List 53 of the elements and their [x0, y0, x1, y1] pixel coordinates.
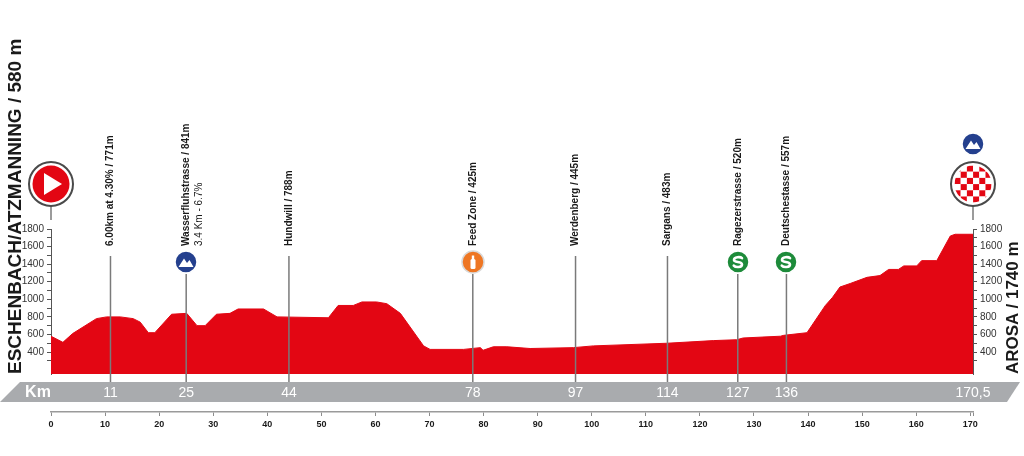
ref-line-label: Werdenberg / 445m: [569, 153, 581, 246]
y-tick-label: 1400: [21, 257, 45, 269]
y2-tick-label: 1000: [980, 293, 1003, 305]
y-tick-label: 600: [27, 328, 45, 340]
x-tick-label: 90: [532, 418, 543, 429]
y2-tick-label: 1200: [980, 275, 1003, 287]
y2-tick-label: 800: [980, 310, 998, 322]
x2-tick-label: 136: [774, 384, 799, 401]
x2-tick-label: 97: [567, 384, 584, 401]
y-tick-label: 1200: [21, 275, 45, 287]
y-tick-label: 1600: [21, 240, 45, 252]
y2-tick-label: 600: [980, 328, 998, 340]
x-tick-label: 60: [370, 418, 381, 429]
x-tick-label: 140: [800, 418, 816, 429]
x2-tick-label: 25: [178, 384, 195, 401]
x-tick-label: 120: [692, 418, 708, 429]
ref-line-label: Deutschestasse / 557m: [780, 135, 792, 246]
x2-tick-label: 170,5: [955, 384, 991, 401]
y-tick-label: 1000: [21, 293, 45, 305]
x-tick-label: 50: [316, 418, 327, 429]
y-tick-label: 1800: [21, 222, 45, 234]
y2-tick-label: 1800: [980, 222, 1003, 234]
y2-tick-label: 1400: [980, 257, 1003, 269]
x-tick-label: 110: [638, 418, 654, 429]
x-tick-label: 70: [424, 418, 435, 429]
y2-axis-title: AROSA / 1740 m: [1003, 241, 1022, 374]
y2-tick-label: 400: [980, 345, 998, 357]
x-tick-label: 0: [48, 418, 54, 429]
x-tick-label: 20: [154, 418, 165, 429]
x2-tick-label: 114: [656, 384, 679, 401]
ref-line-label: 6.00km at 4.30% / 771m: [104, 135, 116, 246]
x-tick-label: 10: [100, 418, 111, 429]
x-tick-label: 30: [208, 418, 219, 429]
x-tick-label: 40: [262, 418, 273, 429]
x2-tick-label: 78: [465, 384, 481, 401]
x2-axis-title: Km: [25, 383, 51, 401]
ref-line-label: Wasserfluhstrasse / 841m 3.4 Km - 6.7%: [179, 123, 204, 246]
y2-tick-label: 1600: [980, 240, 1003, 252]
x-tick-label: 80: [478, 418, 489, 429]
ref-line-label: Hundwill / 788m: [282, 170, 294, 246]
y-tick-label: 400: [27, 345, 45, 357]
x2-tick-label: 11: [103, 384, 118, 401]
x-tick-label: 160: [908, 418, 924, 429]
ref-line-label: Feed Zone / 425m: [466, 161, 478, 246]
x-tick-label: 170: [962, 418, 978, 429]
x-tick-label: 100: [584, 418, 600, 429]
x-tick-label: 150: [854, 418, 870, 429]
ref-line-label: Ragezerstrasse / 520m: [731, 138, 743, 246]
x-tick-label: 130: [746, 418, 762, 429]
ref-line-label: Sargans / 483m: [661, 172, 673, 246]
x2-tick-label: 44: [281, 384, 297, 401]
x2-tick-label: 127: [726, 384, 750, 401]
y-tick-label: 800: [27, 310, 45, 322]
